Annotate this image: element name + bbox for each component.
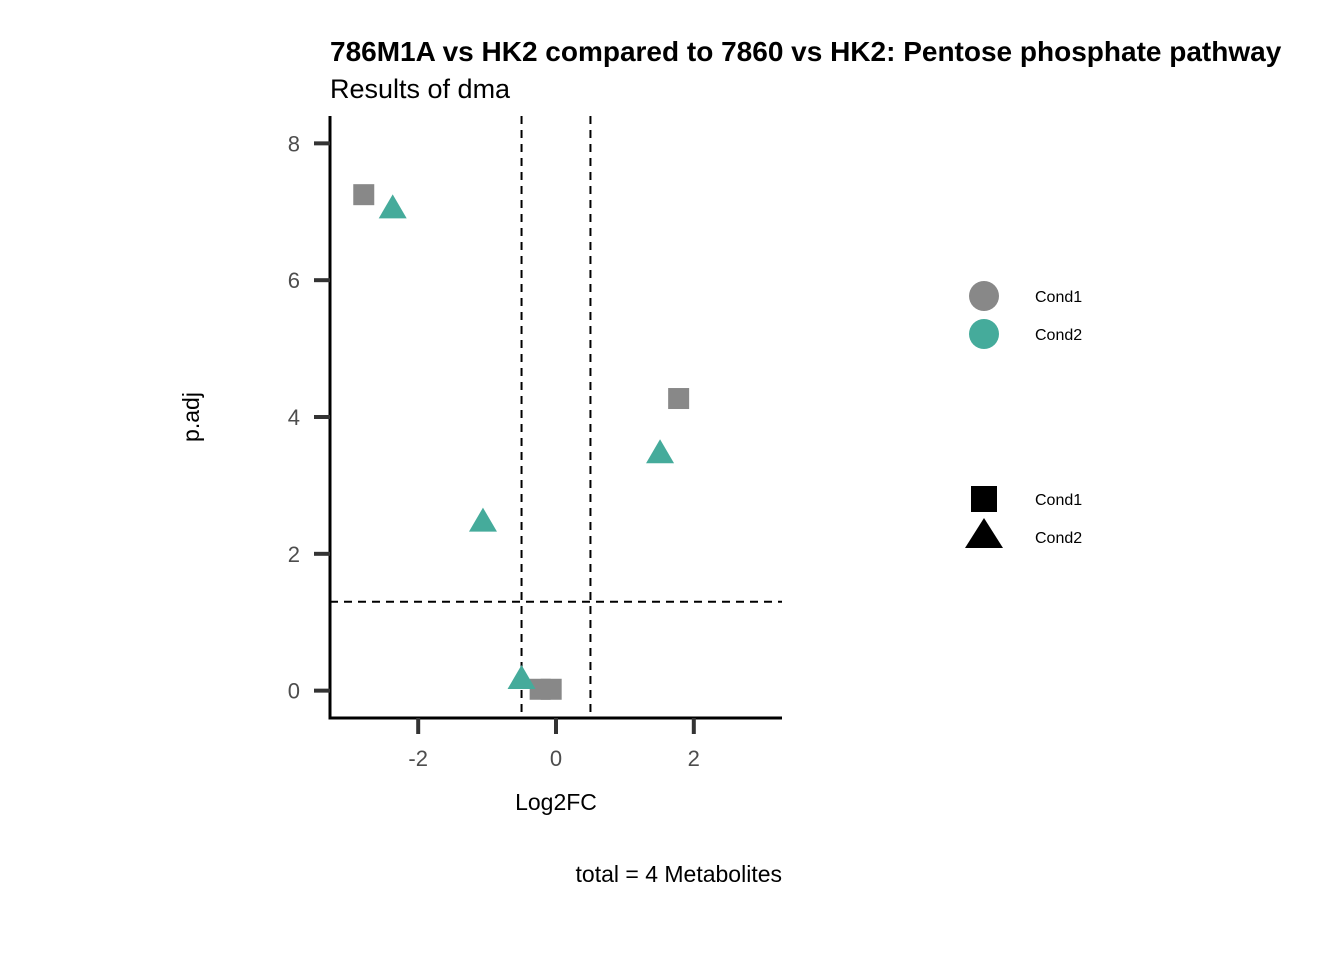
chart-subtitle: Results of dma (330, 74, 511, 104)
caption: total = 4 Metabolites (576, 861, 782, 887)
legend-shape-square (971, 486, 997, 512)
x-tick-label: 2 (688, 746, 700, 771)
legend-colour-swatch-cond1 (969, 281, 999, 311)
x-tick-label: 0 (550, 746, 562, 771)
data-point-cond2 (507, 665, 536, 690)
plot-area: 0 2 4 6 8 -2 0 2 (288, 116, 782, 771)
x-tick-label: -2 (408, 746, 428, 771)
y-tick-label: 8 (288, 131, 300, 156)
y-tick-label: 6 (288, 268, 300, 293)
legend-shape-label-cond1: Cond1 (1035, 492, 1082, 509)
legend-shape: Cond1 Cond2 (965, 486, 1082, 548)
y-tick-label: 4 (288, 405, 300, 430)
data-point-cond2 (378, 194, 407, 219)
legend-colour-label-cond1: Cond1 (1035, 289, 1082, 306)
data-point-cond1 (540, 678, 562, 700)
legend-colour-label-cond2: Cond2 (1035, 327, 1082, 344)
y-tick-label: 0 (288, 679, 300, 704)
x-axis-title: Log2FC (515, 789, 597, 815)
data-point-cond1 (668, 388, 690, 410)
data-point-cond2 (468, 507, 497, 532)
y-tick-label: 2 (288, 542, 300, 567)
legend-shape-triangle (965, 518, 1003, 548)
legend-colour-swatch-cond2 (969, 319, 999, 349)
legend-shape-label-cond2: Cond2 (1035, 530, 1082, 547)
data-point-cond1 (353, 184, 375, 206)
chart-title: 786M1A vs HK2 compared to 7860 vs HK2: P… (330, 36, 1282, 67)
legend-colour: Cond1 Cond2 (969, 281, 1082, 349)
data-point-cond2 (646, 439, 675, 464)
y-axis-title: p.adj (178, 392, 204, 442)
